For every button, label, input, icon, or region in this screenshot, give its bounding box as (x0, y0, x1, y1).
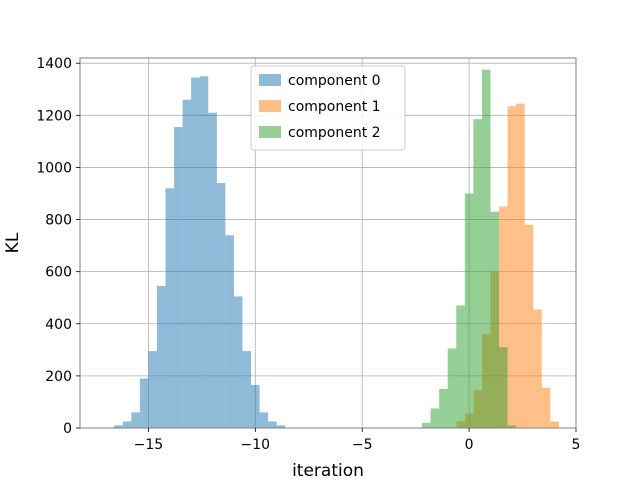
y-tick-label: 600 (45, 265, 72, 281)
histogram-bar (481, 69, 491, 429)
legend: component 0 component 1 component 2 (250, 65, 406, 151)
histogram-bar (191, 77, 200, 429)
x-axis-label: iteration (292, 461, 364, 480)
x-tick-label: −5 (352, 437, 373, 453)
histogram-bar (464, 193, 474, 428)
histogram-bars (105, 69, 559, 429)
histogram-bar (156, 285, 166, 428)
legend-swatch (259, 100, 281, 112)
plot-frame (79, 57, 577, 429)
histogram-bar (233, 296, 243, 428)
histogram-bar (447, 348, 457, 428)
histogram-bar (208, 112, 217, 428)
histogram-bar (259, 412, 269, 428)
histogram-bar (507, 425, 517, 428)
y-axis-label: KL (3, 232, 23, 253)
histogram-bar (199, 76, 209, 428)
histogram-bar (276, 425, 286, 428)
y-tick-label: 0 (63, 421, 72, 437)
histogram-bar (533, 309, 542, 428)
histogram-bar (541, 387, 551, 428)
x-tick-label: −10 (241, 437, 271, 453)
y-tick-label: 1400 (36, 56, 72, 72)
histogram-bar (524, 224, 534, 428)
histogram-bar (251, 385, 260, 428)
histogram-bar (499, 206, 508, 428)
histogram-bar (439, 388, 448, 428)
histogram-bar (490, 211, 500, 428)
legend-swatch (259, 126, 281, 138)
legend-label: component 0 (288, 73, 381, 89)
y-tick-label: 1000 (36, 160, 72, 176)
y-tick-label: 200 (45, 369, 72, 385)
series-bars-0 (105, 76, 303, 429)
histogram-bar (225, 235, 234, 428)
histogram-bar (165, 188, 175, 428)
legend-label: component 2 (288, 125, 381, 141)
legend-swatch (259, 74, 281, 86)
histogram-bar (139, 378, 149, 428)
histogram-bar (499, 347, 508, 428)
y-tick-label: 400 (45, 317, 72, 333)
histogram-bar (268, 421, 277, 428)
x-tick-label: 0 (465, 437, 474, 453)
histogram-bar (456, 305, 465, 428)
histogram-bar (182, 99, 192, 429)
histogram-bar (550, 421, 559, 428)
histogram-bar (122, 421, 132, 428)
histogram-bar (430, 408, 440, 428)
histogram-bar (148, 351, 157, 428)
histogram-bar (216, 183, 226, 428)
axis-ticks: −15 −10 −5 0 5 0 200 400 600 800 1000 1200 1400 (36, 56, 580, 453)
histogram-bar (507, 106, 517, 428)
histogram-bar (174, 127, 183, 429)
legend-box (250, 65, 406, 151)
histogram-bar (516, 103, 525, 428)
series-bars-2 (422, 69, 517, 429)
histogram-bar (114, 425, 123, 428)
legend-label: component 1 (288, 99, 381, 115)
histogram-bar (473, 119, 482, 428)
histogram-bar (131, 412, 140, 428)
y-tick-label: 1200 (36, 108, 72, 124)
x-tick-label: 5 (572, 437, 581, 453)
x-tick-label: −15 (134, 437, 164, 453)
y-tick-label: 800 (45, 213, 72, 229)
histogram-bar (422, 422, 431, 428)
histogram-bar (242, 351, 252, 428)
